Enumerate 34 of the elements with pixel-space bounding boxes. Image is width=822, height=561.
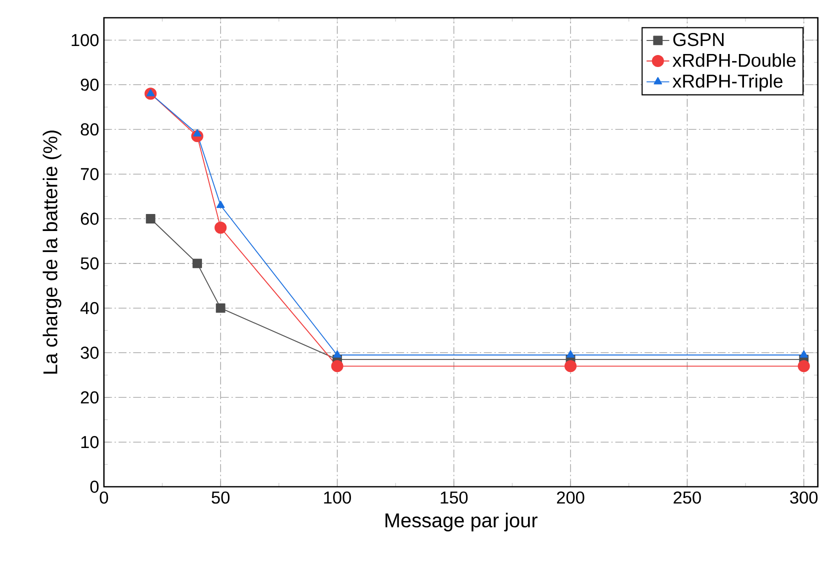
point bbox=[331, 360, 344, 372]
x-tick-label: 150 bbox=[440, 492, 468, 504]
point bbox=[216, 200, 225, 208]
legend-label: GSPN bbox=[673, 33, 724, 46]
y-tick-label: 80 bbox=[80, 123, 99, 136]
legend-label: xRdPH-Double bbox=[672, 53, 796, 68]
x-tick-label: 100 bbox=[324, 492, 351, 504]
point bbox=[564, 360, 577, 372]
y-tick-label: 70 bbox=[80, 168, 99, 180]
point bbox=[192, 258, 202, 268]
point bbox=[216, 303, 226, 313]
x-tick-label: 0 bbox=[100, 492, 108, 504]
y-tick-label: 100 bbox=[72, 34, 99, 46]
x-tick-label: 250 bbox=[674, 492, 701, 504]
y-tick-label: 90 bbox=[80, 78, 99, 91]
point bbox=[566, 350, 575, 358]
y-tick-label: 50 bbox=[80, 257, 99, 270]
y-tick-label: 30 bbox=[80, 346, 99, 359]
y-tick-label: 40 bbox=[80, 302, 99, 314]
y-tick-label: 20 bbox=[80, 391, 99, 404]
point bbox=[800, 350, 808, 358]
point bbox=[333, 350, 342, 358]
x-tick-label: 300 bbox=[790, 492, 818, 504]
point bbox=[798, 360, 810, 372]
y-axis-title: La charge de la batterie (%) bbox=[42, 130, 62, 374]
x-axis-title: Message par jour bbox=[386, 512, 538, 532]
point bbox=[146, 214, 156, 224]
point bbox=[214, 222, 227, 234]
y-tick-label: 0 bbox=[90, 480, 99, 493]
legend-label: xRdPH-Triple bbox=[672, 74, 782, 92]
y-tick-label: 10 bbox=[81, 436, 99, 448]
x-tick-label: 200 bbox=[557, 492, 584, 504]
y-tick-label: 60 bbox=[80, 212, 99, 225]
x-tick-label: 50 bbox=[212, 492, 230, 504]
